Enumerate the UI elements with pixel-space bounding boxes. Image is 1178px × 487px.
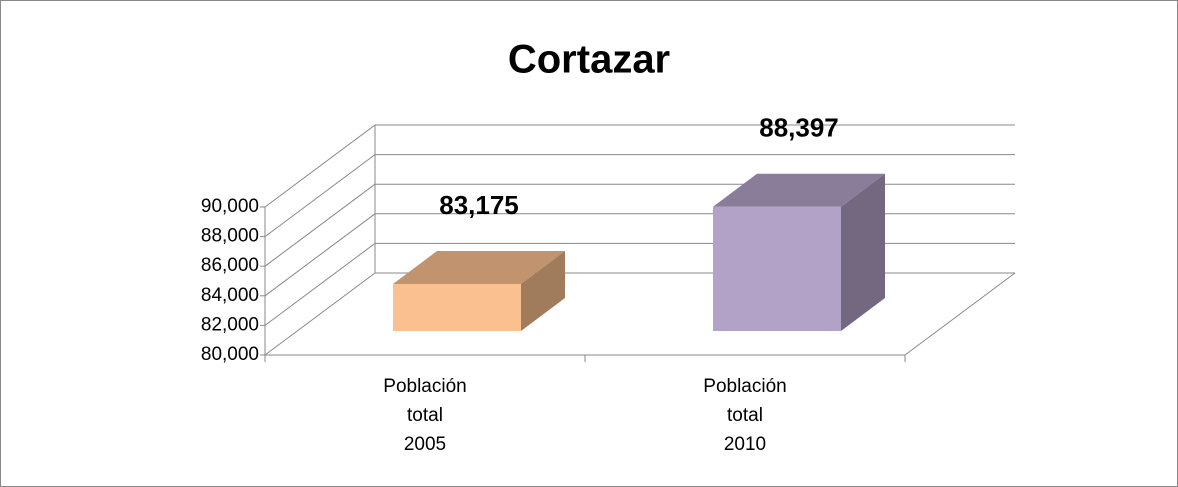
x-tick-label-line: Población (383, 376, 466, 397)
grid-line (264, 183, 376, 267)
grid-line (264, 213, 376, 297)
data-label: 83,175 (439, 190, 519, 220)
y-tick-label: 82,000 (201, 314, 259, 335)
y-tick-label: 84,000 (201, 285, 259, 306)
y-tick-label: 86,000 (201, 255, 259, 276)
bar-front (393, 284, 521, 331)
x-tick-label-line: 2005 (404, 434, 446, 455)
data-label: 88,397 (759, 113, 839, 143)
bar-top (713, 173, 885, 207)
bar-front (713, 206, 841, 331)
grid-line (264, 242, 376, 326)
y-tick-label: 88,000 (201, 226, 259, 247)
y-tick-label: 90,000 (201, 196, 259, 217)
x-tick-label-line: Población (703, 376, 786, 397)
x-tick-label-line: 2010 (724, 434, 766, 455)
grid-line (264, 124, 376, 208)
bar (393, 251, 565, 331)
y-tick-label: 80,000 (201, 344, 259, 365)
bar-top (393, 251, 565, 285)
x-tick-label: Población total 2010 (703, 376, 786, 455)
chart-title: Cortazar (508, 38, 670, 82)
x-tick-label-line: total (407, 405, 443, 426)
bar (713, 173, 885, 331)
bar-side (841, 173, 885, 331)
x-tick-label-line: total (727, 405, 763, 426)
x-tick-label: Población total 2005 (383, 376, 466, 455)
floor-edge (904, 272, 1016, 356)
bar-side (521, 251, 565, 331)
grid-line (264, 272, 376, 356)
grid-line (264, 154, 376, 238)
